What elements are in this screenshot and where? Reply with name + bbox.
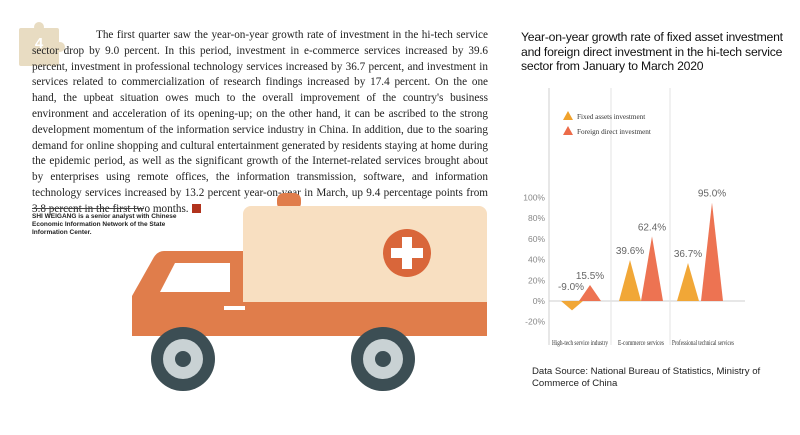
data-label: 62.4%: [638, 222, 666, 233]
article-body: The first quarter saw the year-on-year g…: [32, 28, 488, 218]
siren-light: [277, 193, 301, 210]
article-body-text: The first quarter saw the year-on-year g…: [32, 29, 488, 215]
legend-swatch-0: [563, 111, 573, 120]
page-number-badge: 4: [19, 22, 65, 66]
data-label: 95.0%: [698, 189, 726, 200]
bar-1-2: [701, 202, 723, 301]
data-source: Data Source: National Bureau of Statisti…: [532, 366, 761, 389]
y-tick-label: 100%: [523, 193, 545, 203]
chart-title: Year-on-year growth rate of fixed asset …: [521, 30, 783, 74]
category-label: High-tech service industry: [552, 339, 608, 347]
ambulance-truck-icon: [132, 193, 487, 391]
y-tick-label: 0%: [533, 296, 546, 306]
front-wheel: [151, 327, 215, 391]
bar-1-0: [579, 284, 601, 301]
category-label: E-commerce services: [618, 339, 664, 347]
data-label: 36.7%: [674, 249, 702, 260]
y-tick-label: 20%: [528, 275, 545, 285]
y-tick-label: 40%: [528, 255, 545, 265]
page-number: 4: [34, 35, 44, 52]
y-tick-label: -20%: [525, 317, 545, 327]
data-label: -9.0%: [558, 282, 584, 293]
legend-swatch-1: [563, 126, 573, 135]
author-divider: [32, 208, 144, 209]
legend-label: Foreign direct investment: [577, 128, 651, 136]
author-note: SHI WEIGANG is a senior analyst with Chi…: [32, 213, 177, 236]
cab-window: [160, 263, 230, 292]
category-label: Professional technical services: [672, 339, 734, 347]
end-mark-icon: [191, 203, 201, 213]
y-tick-label: 80%: [528, 213, 545, 223]
bar-0-2: [677, 263, 699, 301]
legend-label: Fixed assets investment: [577, 113, 645, 121]
rear-wheel: [351, 327, 415, 391]
bar-1-1: [641, 236, 663, 301]
bar-0-1: [619, 260, 641, 301]
data-label: 39.6%: [616, 246, 644, 257]
cargo-box: [243, 206, 487, 330]
data-label: 15.5%: [576, 271, 604, 282]
y-tick-label: 60%: [528, 234, 545, 244]
door-handle: [224, 306, 245, 310]
bar-0-0: [561, 301, 583, 311]
